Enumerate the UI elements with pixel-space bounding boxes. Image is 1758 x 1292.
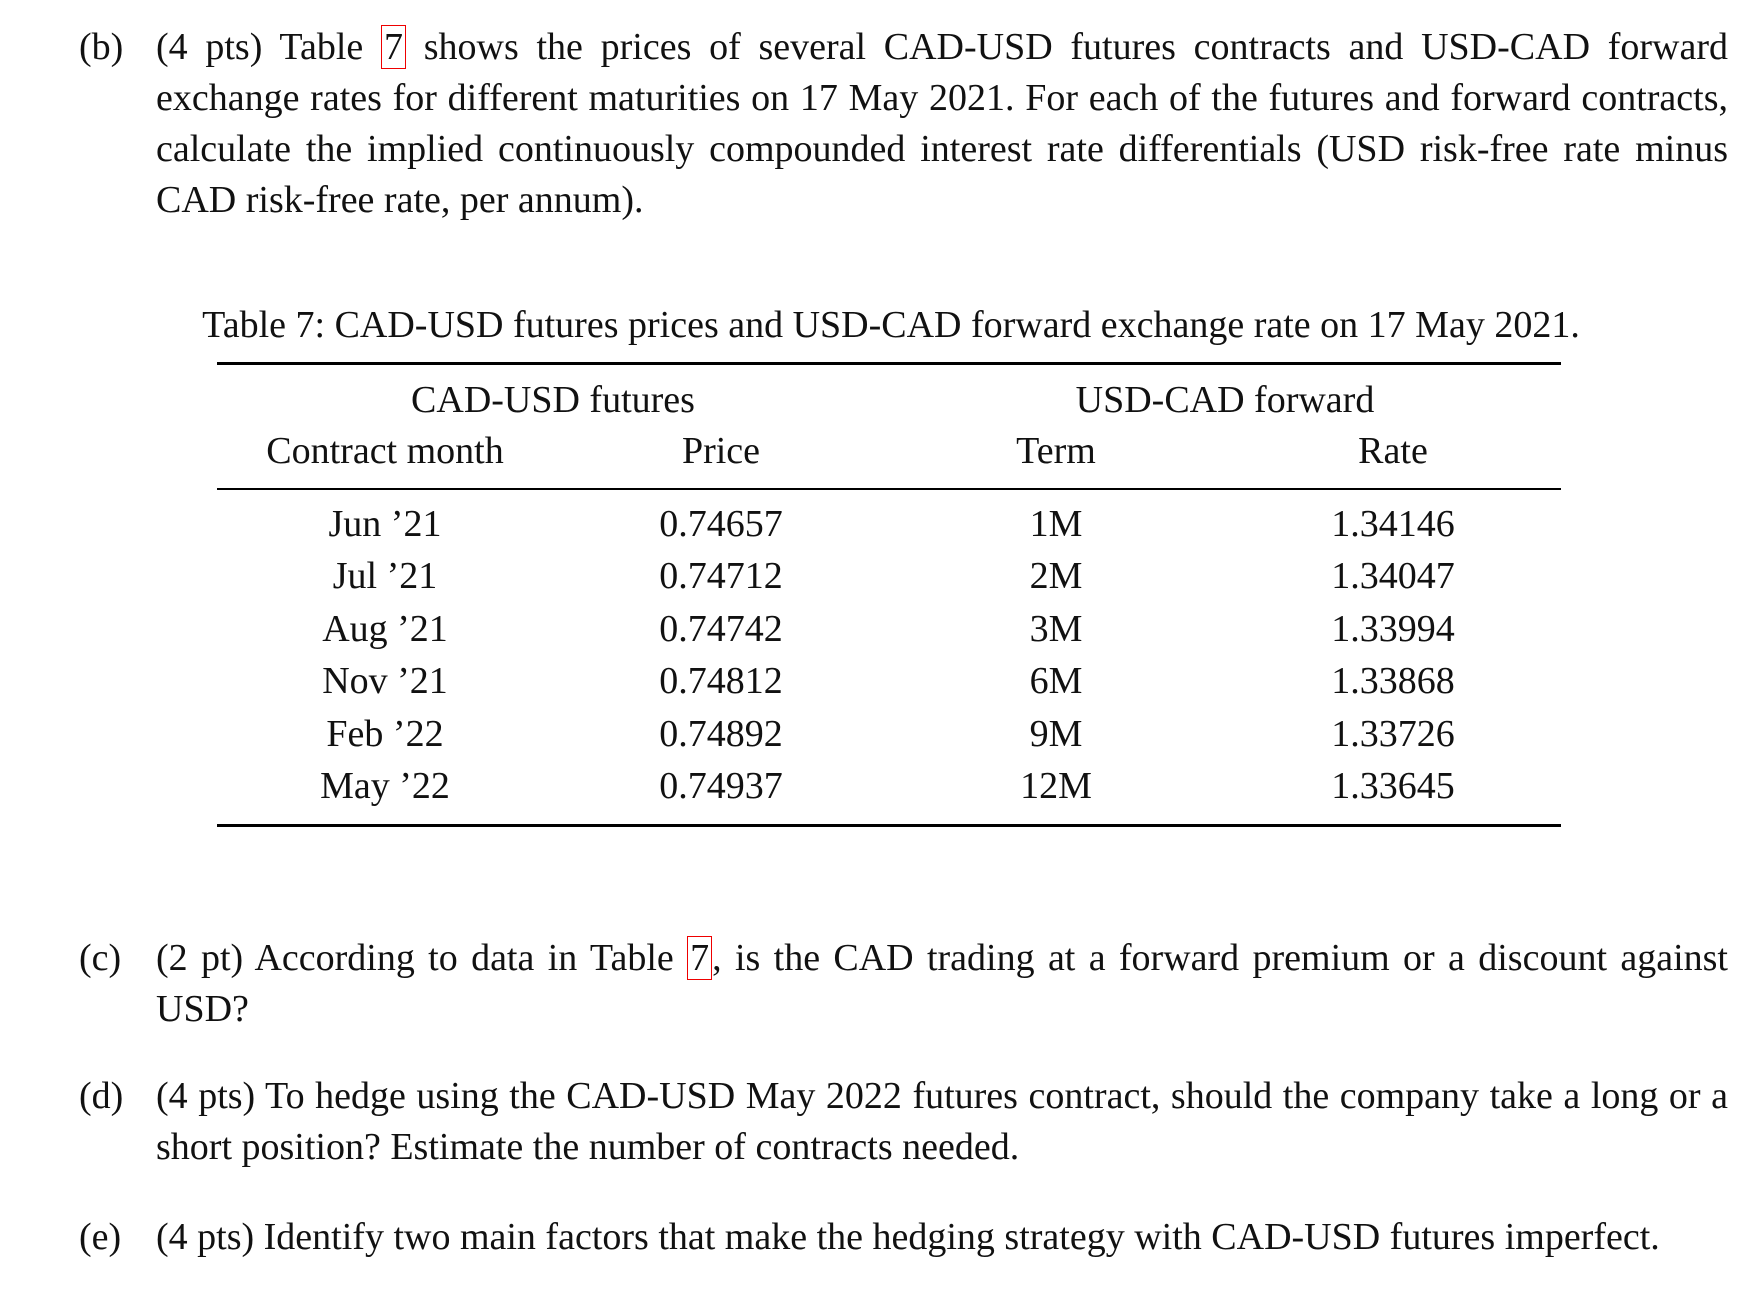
column-header: Term [1016, 430, 1096, 472]
table-cell: 0.74657 [659, 503, 783, 545]
table-cell: 0.74892 [659, 712, 783, 755]
question-text: (4 pts) Identify two main factors that m… [156, 1216, 1660, 1258]
table-cell: May ’22 [320, 765, 450, 807]
table-cell: 9M [1029, 712, 1083, 755]
column-header: Rate [1358, 430, 1428, 472]
table-cell: 3M [1029, 607, 1083, 650]
table-cell: 2M [1029, 555, 1083, 598]
question-label: (b) [79, 26, 124, 68]
table-cell: 1.33645 [1331, 765, 1455, 807]
table-ref[interactable]: 7 [687, 936, 713, 980]
top-rule [217, 362, 1561, 365]
question-label: (c) [79, 937, 122, 979]
question-text: (4 pts) Table 7 shows the prices of seve… [156, 22, 1728, 226]
mid-rule [217, 488, 1561, 490]
column-header: Contract month [266, 430, 504, 472]
table-cell: 1.34146 [1331, 503, 1455, 545]
table-cell: 6M [1029, 660, 1083, 703]
table-cell: 1M [1029, 503, 1083, 545]
text: (2 pt) According to data in Table [156, 937, 674, 979]
table-cell: 1.33726 [1331, 712, 1455, 755]
table-cell: 1.33868 [1331, 660, 1455, 703]
text: shows the prices of several CAD-USD futu… [156, 26, 1729, 221]
table-cell: 1.33994 [1331, 607, 1455, 650]
text: , is the CAD trading at a forward premiu… [156, 937, 1728, 1030]
table-cell: Nov ’21 [322, 660, 448, 703]
table-ref[interactable]: 7 [381, 25, 406, 69]
bottom-rule [217, 824, 1561, 827]
table-cell: Aug ’21 [322, 607, 448, 650]
table-cell: 0.74742 [659, 607, 783, 650]
text: (4 pts) Table [156, 26, 364, 68]
table-cell: 1.34047 [1331, 555, 1455, 598]
group-header: USD-CAD forward [1075, 379, 1375, 421]
question-label: (e) [79, 1216, 122, 1258]
table-cell: Feb ’22 [326, 712, 444, 755]
table-cell: 12M [1020, 765, 1092, 807]
table-cell: 0.74937 [659, 765, 783, 807]
table-cell: Jun ’21 [328, 503, 442, 545]
question-text: (4 pts) To hedge using the CAD-USD May 2… [156, 1075, 1728, 1168]
table-cell: 0.74712 [659, 555, 783, 598]
table-caption: Table 7: CAD-USD futures prices and USD-… [202, 304, 1580, 346]
question-label: (d) [79, 1075, 124, 1117]
group-header: CAD-USD futures [411, 379, 695, 421]
table-cell: 0.74812 [659, 660, 783, 703]
question-text: (2 pt) According to data in Table 7, is … [156, 933, 1728, 1035]
table-cell: Jul ’21 [332, 555, 438, 598]
column-header: Price [681, 430, 761, 472]
